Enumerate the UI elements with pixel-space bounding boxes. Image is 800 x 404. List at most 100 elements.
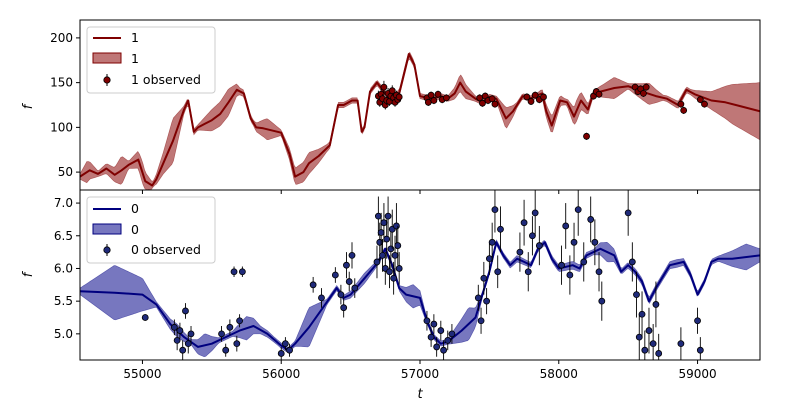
observed-point [488,238,496,246]
tick-layer-top: 50 100 150 200 [50,31,699,194]
y-tick-label: 50 [58,165,73,179]
line-layer-bottom [80,241,760,352]
observed-point [635,333,643,341]
legend-band-swatch [92,52,122,64]
y-tick-label: 5.0 [54,327,73,341]
observed-point [345,278,353,285]
observed-point [376,238,384,246]
observed-point [179,346,187,354]
observed-point [480,274,488,282]
observed-point [520,219,528,227]
observed-point [479,99,486,107]
observed-point [655,350,663,357]
observed-point [488,95,496,103]
legend-label: 1 [131,51,139,66]
observed-point [176,327,184,334]
observed-point [516,248,524,256]
observed-point [170,323,178,331]
y-tick-label: 5.5 [54,294,73,308]
observed-point [386,268,393,276]
observed-point [448,330,456,338]
observed-point [331,271,339,279]
observed-point [238,268,246,276]
observed-point [680,106,688,114]
point-layer-bottom [141,190,704,360]
observed-point [380,83,388,91]
observed-point [645,327,653,334]
observed-point [574,206,582,214]
ylabel-bottom: f [21,270,36,277]
observed-point [570,238,578,246]
observed-point [380,219,388,227]
observed-point [652,301,660,308]
observed-point [642,83,650,91]
observed-point [343,261,350,269]
observed-point [696,346,704,354]
observed-point [649,340,657,348]
observed-point [529,232,536,240]
observed-point [394,242,402,249]
panel-bottom: 5.0 5.5 6.0 6.5 7.0 55000 56000 57000 58000 59000… [21,189,761,402]
observed-point [187,330,195,338]
point-layer-top [374,80,708,140]
legend-point-swatch [103,246,111,254]
x-tick-label: 58000 [540,367,578,381]
observed-point [485,255,493,263]
observed-point [351,284,359,292]
observed-point [340,304,348,312]
observed-point [558,261,565,269]
observed-point [236,317,243,325]
legend-point-swatch [103,76,111,84]
observed-point [427,333,435,341]
confidence-band [80,51,760,190]
observed-point [218,330,225,338]
y-tick-label: 200 [50,31,73,45]
y-tick-label: 6.0 [54,261,73,275]
observed-point [701,100,708,108]
observed-point [566,271,574,279]
observed-point [677,340,685,348]
observed-point [562,222,570,230]
observed-point [440,346,447,354]
observed-point [437,327,445,334]
observed-point [430,320,438,328]
observed-point [527,98,535,105]
observed-point [391,251,399,259]
legend-band-swatch [92,223,122,235]
observed-point [348,251,356,259]
observed-point [524,268,532,276]
observed-point [141,314,149,321]
observed-point [395,93,403,101]
observed-point [638,310,646,318]
y-tick-label: 6.5 [54,229,73,243]
observed-point [173,336,181,344]
band-layer-top [80,51,760,190]
observed-point [373,258,381,266]
tick-layer-bottom: 5.0 5.5 6.0 6.5 7.0 55000 56000 57000 58000 59000 [54,196,717,381]
observed-point [624,209,632,217]
observed-point [387,245,395,253]
observed-point [433,343,441,351]
panel-top: 50 100 150 200 f 1 1 1 observed [21,19,761,194]
legend-label: 0 observed [131,242,201,257]
axes-frame-bottom [79,189,761,361]
observed-point [395,265,403,272]
x-tick-label: 56000 [262,367,300,381]
observed-point [423,317,431,325]
observed-point [477,317,485,325]
observed-point [628,258,636,266]
observed-point [633,291,640,299]
y-tick-label: 7.0 [54,196,73,210]
observed-point [694,317,701,325]
legend-bottom: 0 0 0 observed [86,196,216,264]
observed-point [531,209,539,217]
observed-point [641,346,649,354]
x-tick-label: 59000 [678,367,716,381]
legend-label: 0 [131,201,139,216]
legend-label: 1 [131,30,139,45]
observed-point [233,340,241,348]
observed-point [535,242,543,249]
observed-point [430,97,438,104]
observed-point [286,346,293,354]
